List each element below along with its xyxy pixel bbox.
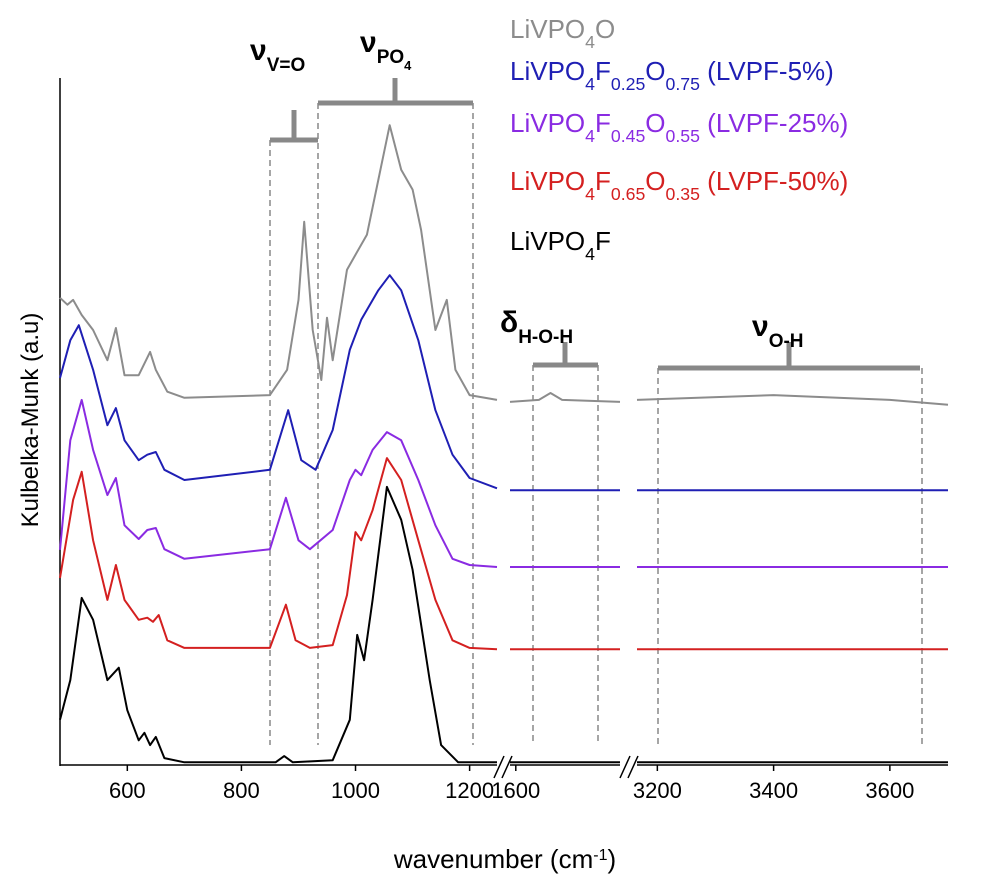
spectrum-line [59,457,498,651]
break-mark [493,755,513,779]
axis-breaks [493,755,639,779]
legend-entry: LiVPO4F0.45O0.55 (LVPF-25%) [510,108,848,146]
x-label-end: ) [607,844,616,874]
annotation: νPO4 [360,26,412,73]
spectrum-line [636,394,949,406]
x-label-sup: -1 [593,847,607,864]
x-tick-label: 600 [109,778,146,803]
x-tick-label: 3200 [633,778,682,803]
break-mark [619,755,639,779]
spectrum-line [59,485,497,764]
x-tick-label: 1200 [445,778,494,803]
x-tick-label: 800 [223,778,260,803]
annotation-sub: PO4 [377,47,412,74]
annotation-sub: O-H [769,331,804,352]
bracket [658,342,920,371]
spectrum-line [59,274,498,490]
legend-entry: LiVPO4F0.25O0.75 (LVPF-5%) [510,56,834,94]
legend-entry: LiVPO4O [510,14,615,52]
x-tick-label: 1000 [331,778,380,803]
guides [269,103,923,748]
x-tick-label: 3400 [749,778,798,803]
brackets [270,78,920,371]
annotation: νV=O [250,34,305,76]
bracket [270,110,318,143]
spectrum-line [59,398,498,568]
annotation-sub: H-O-H [518,327,573,348]
annotation-symbol: ν [752,310,769,343]
annotation: δH-O-H [500,306,573,348]
annotation-sub: V=O [267,55,306,76]
bracket [533,342,598,368]
legend-entry: LiVPO4F0.65O0.35 (LVPF-50%) [510,166,848,204]
annotation-symbol: ν [360,26,377,59]
x-axis-label: wavenumber (cm-1) [393,844,616,874]
x-tick-label: 3600 [865,778,914,803]
bracket [318,78,473,106]
x-label-text: wavenumber (cm [393,844,593,874]
y-axis-label: Kulbelka-Munk (a.u) [17,313,44,528]
spectrum-line [509,392,621,403]
x-tick-label: 1600 [491,778,540,803]
annotation-symbol: ν [250,34,267,67]
spectrum-line [59,124,498,401]
legend-entry: LiVPO4F [510,226,611,264]
annotation: νO-H [752,310,804,352]
annotation-symbol: δ [500,306,518,339]
